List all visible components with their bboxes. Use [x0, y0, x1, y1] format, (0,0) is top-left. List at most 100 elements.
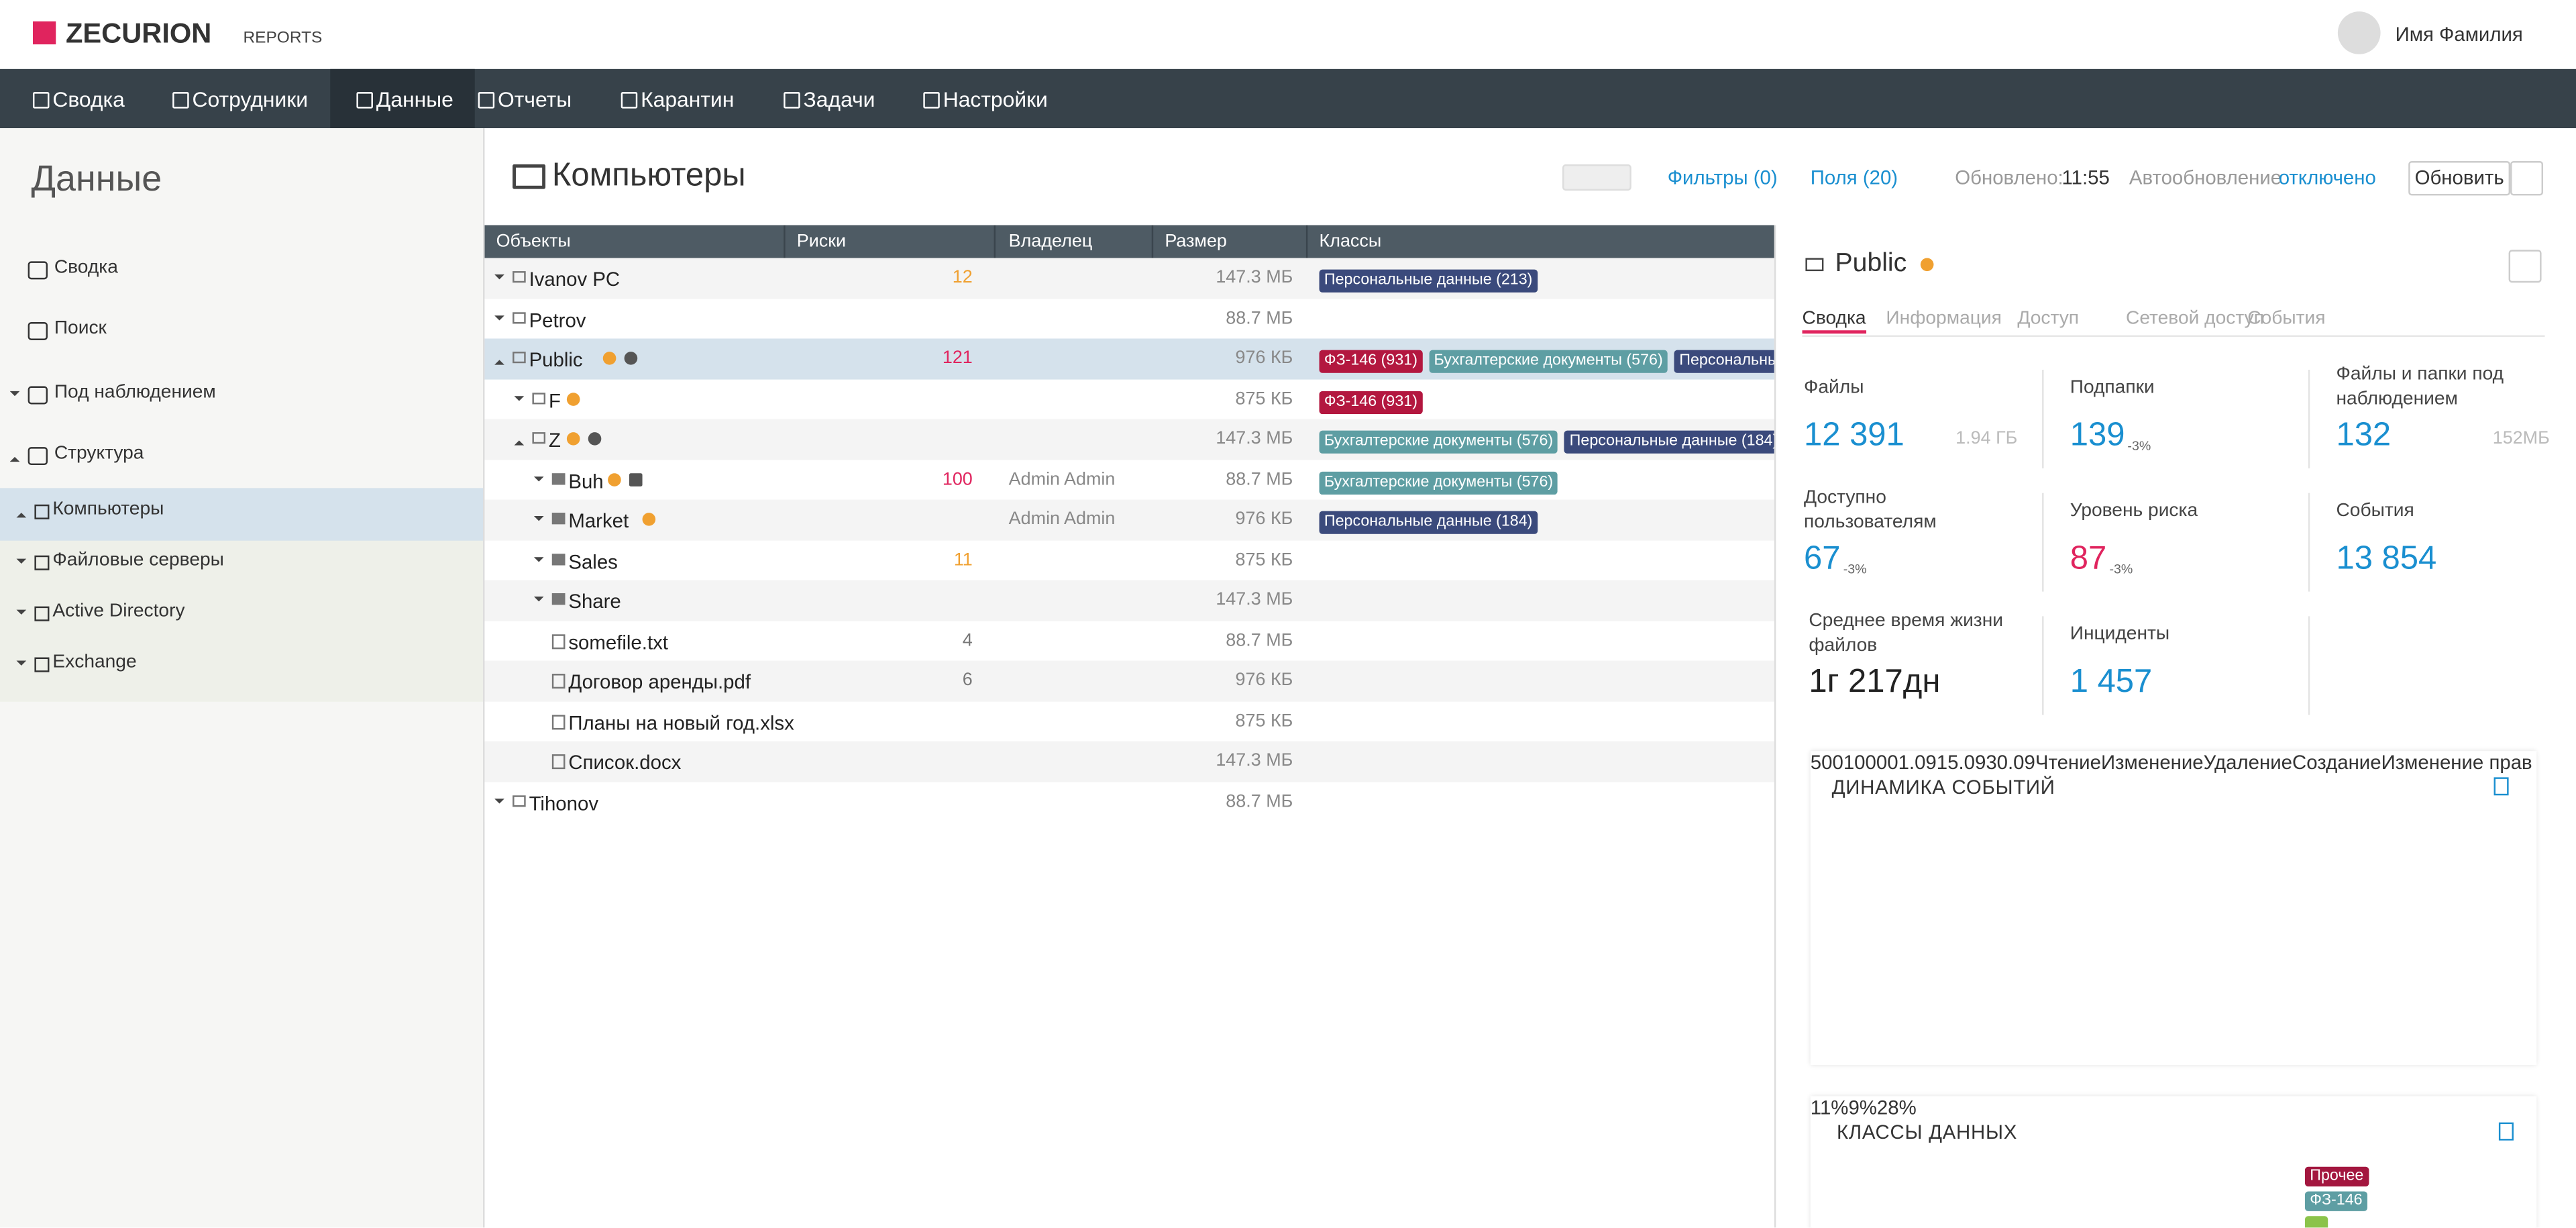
- menu-item[interactable]: Структура: [54, 444, 144, 464]
- fields[interactable]: Поля (20): [1810, 166, 1898, 189]
- legend-label[interactable]: Изменение прав: [2381, 751, 2532, 774]
- export-icon[interactable]: [2498, 1122, 2514, 1141]
- row-icon: [551, 714, 566, 729]
- class-badge[interactable]: Бухгалтерские документы (576): [1429, 350, 1668, 373]
- legend-badge[interactable]: ФЗ-146: [2304, 1191, 2367, 1211]
- menu-button[interactable]: [2508, 250, 2542, 283]
- object-name[interactable]: Планы на новый год.xlsx: [568, 711, 794, 734]
- stat-label: Уровень риска: [2070, 501, 2198, 521]
- object-name[interactable]: somefile.txt: [568, 630, 668, 654]
- tab[interactable]: Сетевой доступ: [2125, 309, 2264, 329]
- legend-label[interactable]: Удаление: [2203, 751, 2293, 774]
- status-icon: [642, 513, 655, 526]
- table-row[interactable]: Планы на новый год.xlsx 875 КБ: [484, 701, 1774, 741]
- nav-label[interactable]: Настройки: [943, 87, 1048, 112]
- column-header[interactable]: Классы: [1319, 232, 1382, 252]
- table-row[interactable]: F 875 КБ ФЗ-146 (931): [484, 378, 1774, 419]
- class-badge[interactable]: Бухгалтерские документы (576): [1319, 470, 1558, 494]
- tree-icon: [34, 606, 50, 621]
- nav-item[interactable]: Карантин: [618, 69, 780, 128]
- tab[interactable]: Сводка: [1802, 309, 1866, 334]
- object-name[interactable]: Z: [548, 429, 561, 452]
- menu-item[interactable]: Сводка: [54, 258, 118, 278]
- menu-item[interactable]: Под наблюдением: [54, 382, 216, 403]
- table-row[interactable]: Sales 11 875 КБ: [484, 540, 1774, 580]
- table-row[interactable]: Z 147.3 МБ Бухгалтерские документы (576) Пе…: [484, 419, 1774, 460]
- table-row[interactable]: Buh 100 Admin Admin 88.7 МБ Бухгалтерские до…: [484, 459, 1774, 500]
- export-icon[interactable]: [2493, 777, 2509, 796]
- column-header[interactable]: Владелец: [1008, 232, 1093, 252]
- class-badge[interactable]: Персональные данные (184): [1564, 430, 1774, 454]
- nav-label[interactable]: Карантин: [641, 87, 735, 112]
- filters[interactable]: Фильтры (0): [1667, 166, 1778, 189]
- class-badge[interactable]: Персональные данные (184): [1674, 350, 1774, 373]
- more-button[interactable]: [2510, 161, 2544, 196]
- object-name[interactable]: Petrov: [529, 308, 586, 331]
- class-badge[interactable]: Персональные данные (184): [1319, 511, 1538, 534]
- tree-item[interactable]: Файловые серверы: [52, 550, 224, 570]
- tree-item[interactable]: Exchange: [52, 652, 137, 672]
- refresh-button[interactable]: Обновить: [2408, 161, 2511, 196]
- status-icon: [566, 432, 580, 446]
- column-header[interactable]: Размер: [1165, 232, 1227, 252]
- column-header[interactable]: Объекты: [496, 232, 571, 252]
- object-name[interactable]: Public: [529, 348, 583, 372]
- table-row[interactable]: Tihonov 88.7 МБ: [484, 781, 1774, 822]
- legend-label[interactable]: Чтение: [2035, 751, 2101, 774]
- tab[interactable]: Информация: [1886, 309, 2002, 329]
- nav-item[interactable]: Настройки: [920, 69, 1084, 128]
- menu-item[interactable]: Поиск: [54, 319, 107, 339]
- tab[interactable]: События: [2247, 309, 2326, 329]
- table-row[interactable]: Share 147.3 МБ: [484, 580, 1774, 621]
- object-name[interactable]: Tihonov: [529, 791, 599, 815]
- legend-label[interactable]: Изменение: [2100, 751, 2204, 774]
- column-header[interactable]: Риски: [796, 232, 847, 252]
- nav-item[interactable]: Данные: [330, 68, 475, 129]
- object-name[interactable]: F: [548, 389, 561, 412]
- tree-item[interactable]: Active Directory: [52, 601, 185, 621]
- nav-label[interactable]: Задачи: [803, 87, 875, 112]
- nav-item[interactable]: Сводка: [30, 69, 174, 128]
- object-name[interactable]: Market: [568, 509, 629, 533]
- user-name[interactable]: Имя Фамилия: [2395, 23, 2523, 46]
- class-badge[interactable]: Персональные данные (213): [1319, 269, 1538, 293]
- object-name[interactable]: Список.docx: [568, 751, 682, 774]
- table-row[interactable]: Petrov 88.7 МБ: [484, 298, 1774, 339]
- nav-item[interactable]: Сотрудники: [169, 69, 330, 128]
- risk: 12: [952, 268, 973, 288]
- object-name[interactable]: Sales: [568, 550, 618, 573]
- table-row[interactable]: Market Admin Admin 976 КБ Персональные данн…: [484, 499, 1774, 540]
- tree-icon: [34, 657, 50, 672]
- legend-badge[interactable]: Прочее: [2304, 1166, 2369, 1187]
- nav-label[interactable]: Сводка: [52, 87, 125, 112]
- tree-item[interactable]: Компьютеры: [52, 499, 164, 519]
- nav-label[interactable]: Данные: [376, 87, 453, 112]
- view-switch[interactable]: [1562, 164, 1631, 191]
- object-name[interactable]: Договор аренды.pdf: [568, 670, 751, 694]
- nav-item[interactable]: Задачи: [780, 69, 920, 128]
- nav-label[interactable]: Отчеты: [498, 87, 572, 112]
- tree-selected: [0, 488, 484, 541]
- object-name[interactable]: Buh: [568, 469, 604, 493]
- tab[interactable]: Доступ: [2017, 309, 2080, 329]
- stat-value: 87: [2070, 540, 2107, 577]
- avatar[interactable]: [2337, 11, 2381, 54]
- object-name[interactable]: Ivanov PC: [529, 268, 621, 291]
- table-row[interactable]: Ivanov PC 12 147.3 МБ Персональные данные (…: [484, 258, 1774, 299]
- legend-label[interactable]: Создание: [2292, 751, 2381, 774]
- class-badge[interactable]: Бухгалтерские документы (576): [1319, 430, 1558, 454]
- row-icon: [551, 472, 566, 484]
- classes: Персональные данные (184): [1319, 508, 1774, 534]
- stat-label: Подпапки: [2070, 378, 2155, 398]
- table-row[interactable]: somefile.txt 4 88.7 МБ: [484, 620, 1774, 661]
- nav-item[interactable]: Отчеты: [475, 69, 618, 128]
- object-name[interactable]: Share: [568, 590, 621, 613]
- table-row[interactable]: Список.docx 147.3 МБ: [484, 741, 1774, 782]
- table-row[interactable]: Public 121 976 КБ ФЗ-146 (931) Бухгалтерские…: [484, 338, 1774, 379]
- nav-label[interactable]: Сотрудники: [192, 87, 308, 112]
- table-row[interactable]: Договор аренды.pdf 6 976 КБ: [484, 660, 1774, 701]
- autoupdate-value[interactable]: отключено: [2278, 166, 2376, 189]
- class-badge[interactable]: ФЗ-146 (931): [1319, 350, 1423, 373]
- stat-label: Доступно пользователям: [1803, 488, 1937, 533]
- class-badge[interactable]: ФЗ-146 (931): [1319, 390, 1423, 413]
